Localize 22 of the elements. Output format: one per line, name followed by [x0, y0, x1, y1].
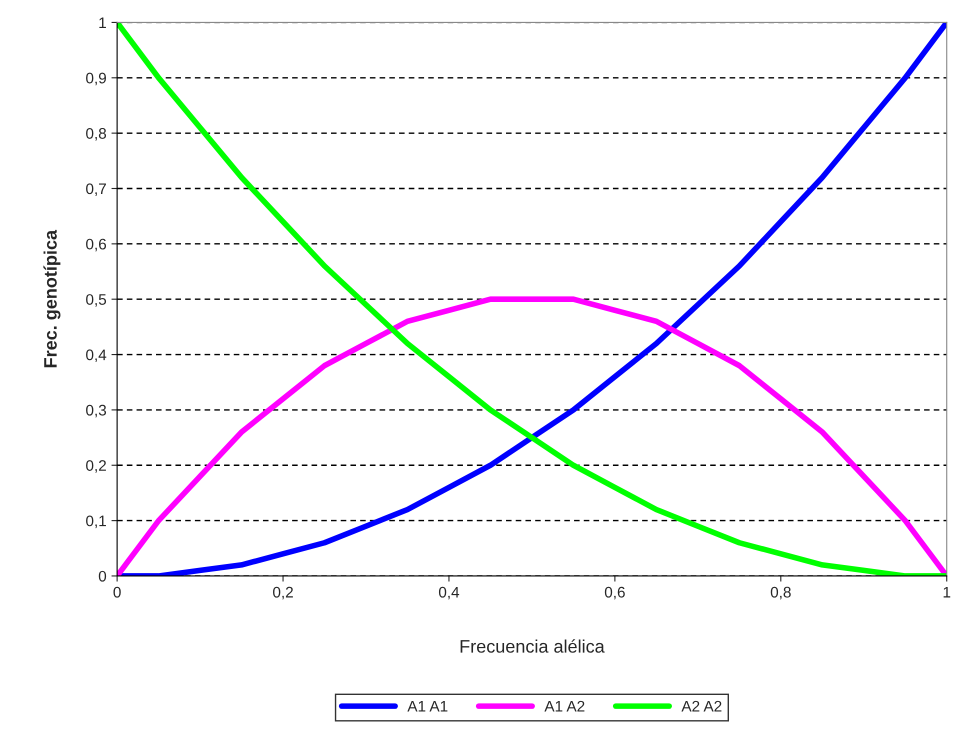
x-tick-label: 1: [944, 586, 950, 598]
x-tick-label: 0,4: [438, 586, 460, 600]
y-tick-label: 1: [99, 17, 106, 28]
y-tick-label: 0,3: [86, 404, 106, 418]
y-tick-label: 0,7: [86, 183, 106, 196]
y-tick-label: 0,8: [86, 128, 106, 141]
x-axis-title: Frecuencia alélica: [460, 639, 605, 653]
x-tick-label: 0,2: [273, 586, 293, 600]
y-tick-label: 0,2: [86, 460, 106, 473]
y-tick-label: 0,9: [86, 72, 106, 86]
y-tick-label: 0,6: [86, 238, 106, 252]
legend-label: A1 A2: [544, 700, 584, 712]
y-tick-label: 0: [98, 570, 106, 582]
legend-label: A2 A2: [681, 700, 722, 712]
y-axis-title: Frec. genotípica: [43, 230, 60, 368]
y-tick-label: 0,4: [86, 349, 106, 362]
x-tick-label: 0,8: [770, 586, 791, 600]
x-tick-label: 0: [113, 586, 121, 598]
x-tick-label: 0,6: [604, 586, 625, 600]
y-tick-label: 0,1: [86, 515, 106, 528]
legend-label: A1 A1: [407, 700, 448, 712]
y-tick-label: 0,5: [86, 294, 106, 307]
